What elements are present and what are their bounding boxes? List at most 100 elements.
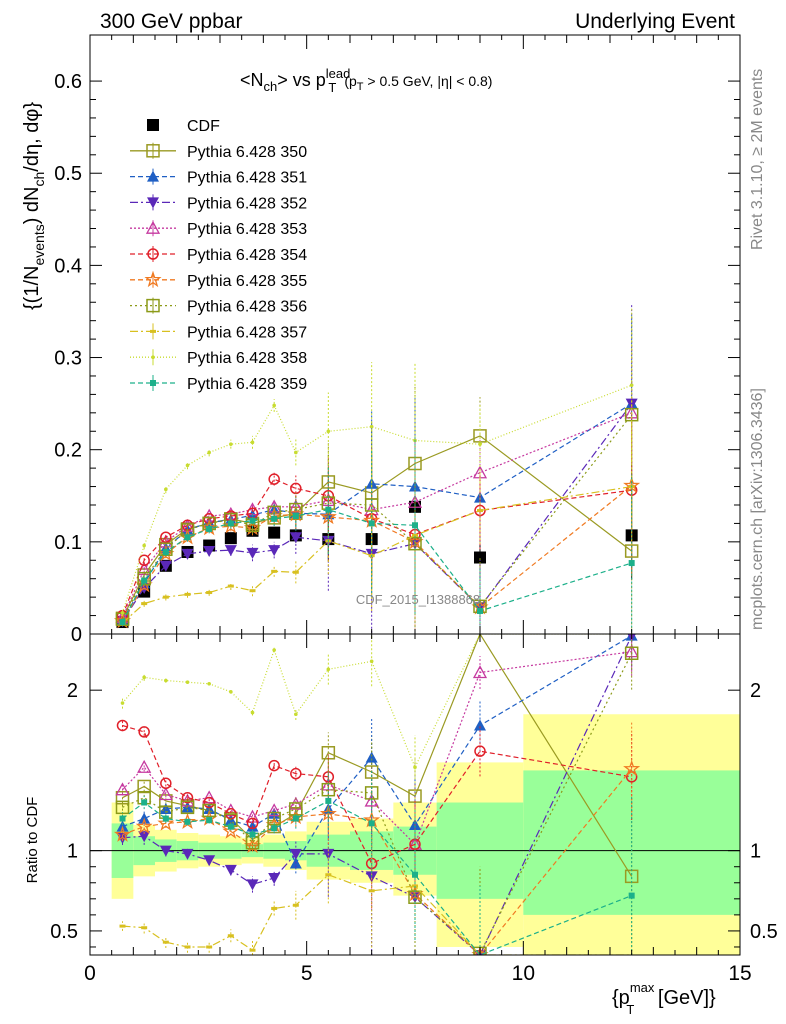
ratio-point-p358 [250,710,255,715]
series-line-p354 [121,478,632,616]
legend-marker-p355 [144,270,162,288]
ratio-line-p357 [122,874,632,955]
ratio-point-p353 [472,665,488,679]
point-p358 [326,429,331,434]
ratio-point-p359 [227,823,234,830]
ratio-point-p351 [365,751,378,763]
legend-item-p352: Pythia 6.428 352 [130,194,307,212]
ratio-line-p359 [122,800,632,955]
point-cdf [268,526,281,539]
point-p355 [135,576,153,593]
ratio-point-p358 [142,675,146,680]
ratio-y-tick-label-right: 1 [750,841,761,863]
ratio-point-p353 [158,787,173,801]
ratio-point-p355 [113,825,132,842]
legend-marker-p351 [147,170,159,182]
point-p359 [141,577,148,584]
ratio-point-p350 [115,790,130,805]
series-line-p357 [122,486,632,624]
ratio-point-p359 [292,815,299,822]
ratio-point-p352 [268,872,281,884]
ratio-series-p357 [119,831,633,955]
y-tick-label: 0.4 [54,255,82,277]
point-p358 [629,383,634,387]
point-p358 [164,487,168,492]
header-left: 300 GeV ppbar [100,10,242,33]
ratio-line-p351 [122,635,633,865]
point-p358 [250,440,255,445]
legend-marker-p356 [146,298,160,313]
point-p358 [272,403,276,408]
ratio-point-p354 [203,796,215,809]
legend-label-cdf: CDF [187,118,220,135]
ratio-bands [111,714,740,955]
point-p359 [119,619,126,626]
series-line-p353 [121,412,632,618]
point-p359 [249,517,256,524]
point-p357 [292,570,299,574]
ratio-point-p353 [137,759,152,773]
legend-label-p351: Pythia 6.428 351 [187,170,307,187]
legend-marker-p354 [147,248,159,260]
header-right: Underlying Event [575,10,735,33]
point-p359 [412,522,418,529]
point-p352 [181,548,194,560]
legend-item-p356: Pythia 6.428 356 [130,297,307,316]
point-p359 [162,548,169,555]
point-p357 [271,569,278,573]
legend-marker-p353 [145,220,161,234]
point-p358 [369,424,374,429]
point-p359 [325,506,332,513]
point-p359 [184,534,191,541]
y-tick-label: 0.5 [54,163,82,185]
series-line-p359 [121,508,632,623]
point-p357 [227,584,234,588]
point-p354 [138,554,150,567]
y-tick-label: 0 [71,624,82,646]
legend-marker-p357 [150,329,156,333]
legend-label-p354: Pythia 6.428 354 [187,247,307,264]
series-p358 [120,307,634,617]
x-tick-label: 10 [512,962,535,985]
point-p359 [477,607,483,614]
point-p358 [185,463,190,468]
ratio-point-p358 [326,667,331,672]
ratio-y-tick-label-right: 0.5 [750,921,778,943]
series-p359 [119,436,635,634]
point-p357 [162,595,169,599]
ratio-point-p358 [164,678,168,683]
ratio-point-p351 [474,719,486,731]
ratio-series-p358 [120,634,632,800]
ratio-panel: 0 5 10 15 0.5 0.5 1 1 2 2 [50,633,778,985]
point-p352 [159,560,172,572]
legend: CDF Pythia 6.428 350 Pythia 6.428 351 Pythi… [130,118,307,393]
legend-label-p352: Pythia 6.428 352 [187,195,307,212]
legend-item-p359: Pythia 6.428 359 [130,375,307,393]
y-tick-label: 0.2 [54,440,82,462]
point-p357 [206,591,213,595]
plot-title: <Nch> vs plead T (pT > 0.5 GeV, |η| < 0.8) [240,66,492,95]
series-p354 [116,412,638,622]
ratio-y-tick-label: 0.5 [50,921,78,943]
legend-marker-p358 [151,355,155,360]
point-p356 [364,498,379,512]
ratio-point-p353 [364,793,379,807]
ratio-axis-label: Ratio to CDF [24,797,41,884]
legend-marker-p352 [147,197,159,209]
ratio-y-tick-label: 2 [67,680,78,702]
legend-item-p357: Pythia 6.428 357 [130,323,307,341]
point-p352 [268,545,281,557]
ratio-point-p359 [628,892,635,899]
ratio-y-tick-label: 1 [67,841,78,863]
ratio-point-p358 [272,648,276,652]
legend-marker-cdf [147,119,159,131]
legend-label-p358: Pythia 6.428 358 [187,350,307,367]
point-cdf [474,551,486,564]
ratio-point-p357 [271,906,278,910]
point-p358 [120,611,125,615]
analysis-watermark: CDF_2015_I1388868 [356,592,480,607]
mcplots-label: mcplots.cern.ch [arXiv:1306.3436] [749,388,766,630]
y-tick-label: 0.6 [54,71,82,93]
legend-marker-p359 [150,380,156,386]
